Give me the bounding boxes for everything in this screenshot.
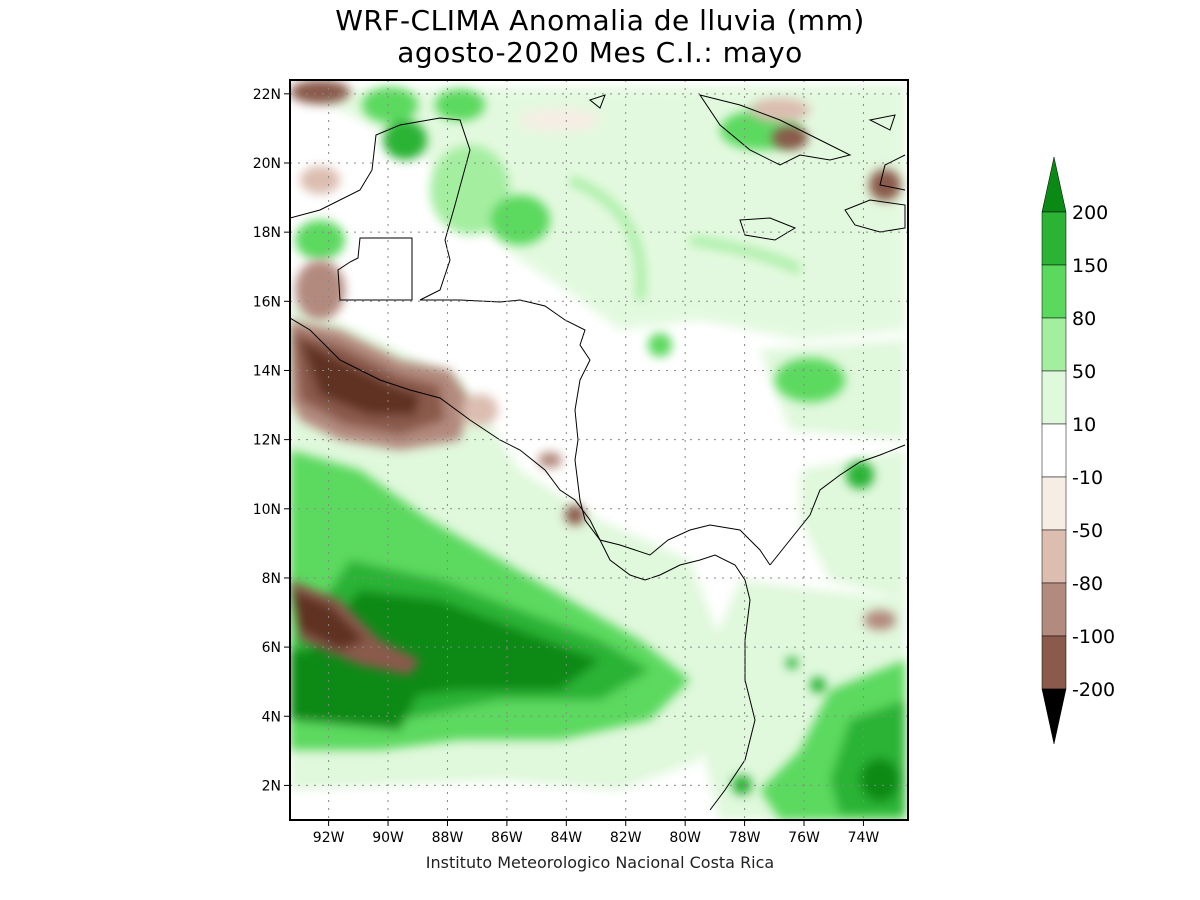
colorbar-swatch <box>1041 635 1067 690</box>
lon-tick-label: 88W <box>432 830 464 846</box>
colorbar-swatch <box>1041 529 1067 584</box>
lon-tick-label: 80W <box>669 830 701 846</box>
lon-tick-label: 74W <box>848 830 880 846</box>
graticule <box>290 80 908 820</box>
lon-tick-label: 90W <box>372 830 404 846</box>
colorbar-label: 50 <box>1072 361 1096 383</box>
colorbar-label: -50 <box>1072 520 1103 542</box>
map-subtitle: agosto-2020 Mes C.I.: mayo <box>397 36 803 69</box>
colorbar-label: 10 <box>1072 414 1096 436</box>
lat-tick-label: 14N <box>253 363 281 379</box>
coastlines <box>290 94 906 811</box>
lon-tick-label: 92W <box>313 830 345 846</box>
axis-ticks: 22N 20N 18N 16N 14N 12N 10N 8N 6N 4N 2N 92W 90W 88W 86… <box>253 87 880 846</box>
colorbar-swatch <box>1041 476 1067 531</box>
colorbar-label: -200 <box>1072 679 1115 701</box>
lat-tick-label: 16N <box>253 294 281 310</box>
anomaly-field <box>290 80 908 820</box>
colorbar-label: -80 <box>1072 573 1103 595</box>
colorbar-swatch <box>1041 264 1067 319</box>
colorbar-swatch <box>1041 423 1067 478</box>
map-frame <box>289 79 909 821</box>
colorbar-label: 150 <box>1072 255 1108 277</box>
lat-tick-label: 10N <box>253 502 281 518</box>
lat-tick-label: 6N <box>262 640 281 656</box>
colorbar-label: -100 <box>1072 626 1115 648</box>
lat-tick-label: 4N <box>262 709 281 725</box>
colorbar-top-triangle <box>1041 156 1067 213</box>
lat-tick-label: 8N <box>262 571 281 587</box>
lat-tick-label: 12N <box>253 433 281 449</box>
lon-tick-label: 76W <box>788 830 820 846</box>
lon-tick-label: 86W <box>491 830 523 846</box>
colorbar-bottom-triangle <box>1041 688 1067 745</box>
credit-text: Instituto Meteorologico Nacional Costa R… <box>425 853 775 872</box>
lat-tick-label: 20N <box>253 156 281 172</box>
colorbar-swatch <box>1041 317 1067 372</box>
lon-tick-label: 84W <box>550 830 582 846</box>
colorbar-label: 200 <box>1072 202 1108 224</box>
colorbar-label: 80 <box>1072 308 1096 330</box>
lat-tick-label: 22N <box>253 87 281 103</box>
lon-tick-label: 82W <box>610 830 642 846</box>
map-title: WRF-CLIMA Anomalia de lluvia (mm) <box>335 4 865 37</box>
colorbar-swatch <box>1041 582 1067 637</box>
colorbar-swatch <box>1041 370 1067 425</box>
lon-tick-label: 78W <box>729 830 761 846</box>
colorbar-label: -10 <box>1072 467 1103 489</box>
lat-tick-label: 18N <box>253 225 281 241</box>
colorbar-swatch <box>1041 211 1067 266</box>
colorbar: 200 150 80 50 10 -10 -50 -80 -100 -200 <box>1041 156 1115 745</box>
lat-tick-label: 2N <box>262 778 281 794</box>
